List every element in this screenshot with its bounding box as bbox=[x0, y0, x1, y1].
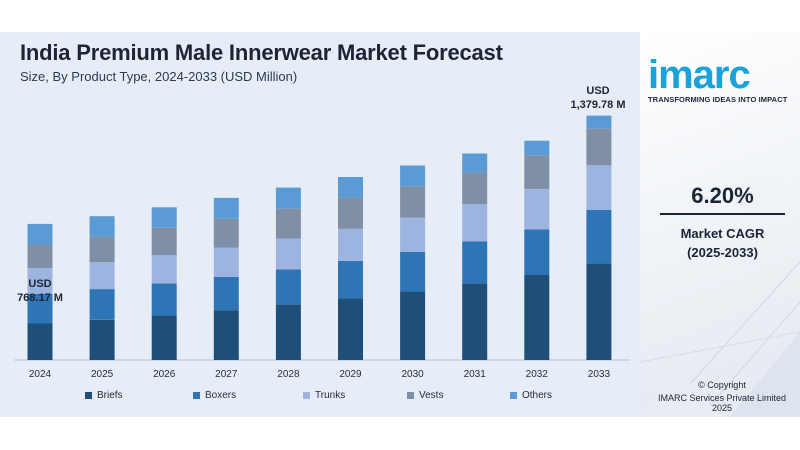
bar-2025-boxers bbox=[89, 289, 115, 320]
legend-item-others: Others bbox=[510, 390, 552, 401]
legend-swatch-briefs bbox=[85, 392, 92, 399]
bar-2028-trunks bbox=[275, 238, 301, 270]
bar-2031-trunks bbox=[462, 203, 488, 242]
bar-2031-boxers bbox=[462, 241, 488, 284]
legend-label-boxers: Boxers bbox=[205, 390, 237, 401]
last-callout-currency: USD bbox=[586, 85, 610, 97]
chart-title: India Premium Male Innerwear Market Fore… bbox=[20, 40, 503, 65]
chart-legend: Briefs Boxers Trunks Vests Others bbox=[85, 390, 625, 406]
x-tick-label-2033: 2033 bbox=[588, 369, 611, 380]
bar-2032-trunks bbox=[524, 189, 550, 230]
chart-subtitle: Size, By Product Type, 2024-2033 (USD Mi… bbox=[20, 69, 298, 84]
bar-2025-others bbox=[89, 216, 115, 237]
bar-2027-others bbox=[213, 197, 239, 219]
legend-label-vests: Vests bbox=[419, 390, 444, 401]
bar-2029-boxers bbox=[338, 261, 363, 299]
bar-2025-briefs bbox=[89, 319, 115, 360]
x-tick-label-2031: 2031 bbox=[464, 369, 487, 380]
x-tick-label-2025: 2025 bbox=[91, 369, 114, 380]
bar-2030-boxers bbox=[400, 251, 426, 292]
x-tick-label-2024: 2024 bbox=[29, 369, 52, 380]
copyright-text: © Copyright bbox=[698, 380, 746, 390]
bar-2024-others bbox=[27, 223, 53, 245]
x-tick-label-2027: 2027 bbox=[215, 369, 238, 380]
bar-2030-others bbox=[400, 165, 426, 187]
bar-2026-vests bbox=[151, 227, 177, 256]
bar-2025-trunks bbox=[89, 262, 115, 290]
bar-2031-vests bbox=[462, 172, 488, 204]
bar-2033-boxers bbox=[586, 209, 612, 264]
bar-2029-briefs bbox=[338, 298, 363, 360]
x-tick-label-2028: 2028 bbox=[277, 369, 300, 380]
bar-2027-trunks bbox=[213, 247, 239, 277]
bar-2029-others bbox=[338, 177, 363, 198]
x-tick-label-2026: 2026 bbox=[153, 369, 176, 380]
bar-2028-boxers bbox=[275, 269, 301, 305]
legend-item-trunks: Trunks bbox=[303, 390, 345, 401]
bar-2027-vests bbox=[213, 218, 239, 248]
first-year-callout: USD 768.17 M bbox=[10, 277, 70, 305]
bar-2025-vests bbox=[89, 236, 115, 263]
bar-2033-briefs bbox=[586, 263, 612, 360]
brand-tagline: TRANSFORMING IDEAS INTO IMPACT bbox=[648, 95, 788, 104]
bar-2032-vests bbox=[524, 155, 550, 189]
bar-2027-boxers bbox=[213, 276, 239, 311]
cagr-value: 6.20% bbox=[691, 183, 754, 208]
company-name: IMARC Services Private Limited 2025 bbox=[657, 393, 787, 413]
bar-2029-vests bbox=[338, 197, 363, 229]
bar-2033-others bbox=[586, 115, 612, 129]
bar-2032-briefs bbox=[524, 275, 550, 360]
imarc-logo: imarc bbox=[648, 55, 800, 95]
x-tick-label-2030: 2030 bbox=[401, 369, 424, 380]
legend-swatch-others bbox=[510, 392, 517, 399]
cagr-divider bbox=[660, 213, 785, 215]
x-tick-label-2029: 2029 bbox=[339, 369, 362, 380]
bar-2024-boxers bbox=[27, 293, 53, 324]
bar-2032-others bbox=[524, 140, 550, 156]
legend-label-trunks: Trunks bbox=[315, 390, 346, 401]
stacked-bar-chart: 2024 2025 2026 2027 2028 2029 2030 2031 2032 2033 bbox=[14, 115, 630, 380]
bar-2030-briefs bbox=[400, 291, 426, 360]
bar-2028-briefs bbox=[275, 304, 301, 360]
bar-2026-trunks bbox=[151, 255, 177, 284]
bar-2030-vests bbox=[400, 186, 426, 218]
bar-2026-boxers bbox=[151, 283, 177, 316]
bar-2033-trunks bbox=[586, 165, 612, 210]
legend-swatch-trunks bbox=[303, 392, 310, 399]
legend-swatch-vests bbox=[407, 392, 414, 399]
decorative-graphics bbox=[640, 182, 800, 417]
first-callout-value: 768.17 M bbox=[17, 292, 63, 304]
cagr-period: (2025-2033) bbox=[687, 245, 758, 260]
legend-label-others: Others bbox=[522, 390, 553, 401]
bar-2031-others bbox=[462, 153, 488, 173]
bar-2032-boxers bbox=[524, 229, 550, 275]
bar-2031-briefs bbox=[462, 283, 488, 360]
bar-2024-vests bbox=[27, 244, 53, 269]
bar-2026-briefs bbox=[151, 315, 177, 360]
bar-2029-trunks bbox=[338, 228, 363, 261]
x-tick-label-2032: 2032 bbox=[526, 369, 549, 380]
legend-swatch-boxers bbox=[193, 392, 200, 399]
last-callout-value: 1,379.78 M bbox=[570, 99, 626, 111]
legend-item-boxers: Boxers bbox=[193, 390, 236, 401]
bar-2024-trunks bbox=[27, 268, 53, 294]
cagr-label: Market CAGR bbox=[680, 226, 765, 241]
legend-label-briefs: Briefs bbox=[97, 390, 123, 401]
legend-item-vests: Vests bbox=[407, 390, 443, 401]
first-callout-currency: USD bbox=[28, 278, 52, 290]
bar-2033-vests bbox=[586, 128, 612, 166]
bar-2027-briefs bbox=[213, 310, 239, 360]
brand-panel bbox=[640, 32, 800, 417]
last-year-callout: USD 1,379.78 M bbox=[560, 84, 636, 112]
legend-item-briefs: Briefs bbox=[85, 390, 123, 401]
bar-2026-others bbox=[151, 207, 177, 228]
bar-2028-vests bbox=[275, 208, 301, 239]
bar-2030-trunks bbox=[400, 217, 426, 252]
logo-wordmark: imarc bbox=[648, 53, 751, 97]
bar-2024-briefs bbox=[27, 323, 53, 360]
bar-2028-others bbox=[275, 187, 301, 209]
